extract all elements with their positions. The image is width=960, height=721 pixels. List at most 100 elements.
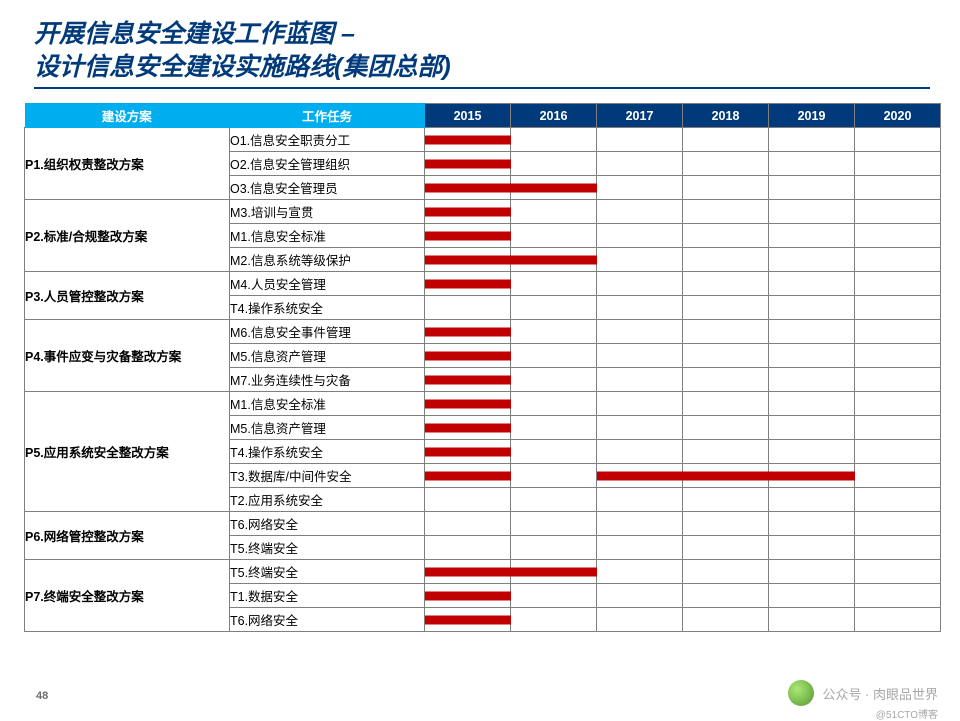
task-cell: M3.培训与宣贯 bbox=[230, 200, 425, 224]
gridline bbox=[854, 440, 855, 463]
gridline bbox=[768, 584, 769, 607]
task-cell: T4.操作系统安全 bbox=[230, 296, 425, 320]
gridline bbox=[682, 392, 683, 415]
gantt-bar bbox=[425, 375, 511, 384]
timeline-cell bbox=[425, 584, 941, 608]
gantt-bar bbox=[425, 351, 511, 360]
task-cell: T3.数据库/中间件安全 bbox=[230, 464, 425, 488]
gridline bbox=[596, 536, 597, 559]
gridline bbox=[768, 608, 769, 631]
task-cell: T5.终端安全 bbox=[230, 560, 425, 584]
task-cell: O3.信息安全管理员 bbox=[230, 176, 425, 200]
gridline bbox=[596, 368, 597, 391]
gridline bbox=[768, 560, 769, 583]
watermark: 公众号 · 肉眼品世界 bbox=[788, 680, 938, 706]
gridline bbox=[596, 416, 597, 439]
gridline bbox=[682, 368, 683, 391]
gridline bbox=[510, 488, 511, 511]
gridline bbox=[682, 536, 683, 559]
gridline bbox=[768, 248, 769, 271]
timeline-cell bbox=[425, 416, 941, 440]
gantt-bar bbox=[425, 159, 511, 168]
gantt-table: 建设方案 工作任务 2015 2016 2017 2018 2019 2020 … bbox=[24, 103, 941, 632]
timeline-cell bbox=[425, 488, 941, 512]
timeline-cell bbox=[425, 128, 941, 152]
timeline-cell bbox=[425, 440, 941, 464]
gridline bbox=[682, 152, 683, 175]
watermark-label: 公众号 · 肉眼品世界 bbox=[822, 684, 938, 703]
timeline-cell bbox=[425, 344, 941, 368]
gridline bbox=[768, 536, 769, 559]
gridline bbox=[854, 560, 855, 583]
task-cell: M7.业务连续性与灾备 bbox=[230, 368, 425, 392]
gantt-bar bbox=[425, 279, 511, 288]
gridline bbox=[768, 128, 769, 151]
task-cell: O2.信息安全管理组织 bbox=[230, 152, 425, 176]
gridline bbox=[682, 440, 683, 463]
header-year-2: 2017 bbox=[597, 104, 683, 128]
task-cell: T5.终端安全 bbox=[230, 536, 425, 560]
title-block: 开展信息安全建设工作蓝图 – 设计信息安全建设实施路线(集团总部) bbox=[0, 0, 960, 103]
timeline-cell bbox=[425, 272, 941, 296]
gridline bbox=[768, 488, 769, 511]
gantt-bar bbox=[425, 471, 511, 480]
table-row: P6.网络管控整改方案T6.网络安全 bbox=[25, 512, 941, 536]
task-cell: T6.网络安全 bbox=[230, 608, 425, 632]
gridline bbox=[596, 224, 597, 247]
gridline bbox=[682, 584, 683, 607]
task-cell: T4.操作系统安全 bbox=[230, 440, 425, 464]
gridline bbox=[682, 200, 683, 223]
gridline bbox=[854, 176, 855, 199]
gridline bbox=[596, 296, 597, 319]
gridline bbox=[854, 608, 855, 631]
gridline bbox=[768, 176, 769, 199]
gridline bbox=[854, 296, 855, 319]
gridline bbox=[854, 248, 855, 271]
header-task: 工作任务 bbox=[230, 104, 425, 128]
gridline bbox=[768, 368, 769, 391]
gridline bbox=[768, 512, 769, 535]
gridline bbox=[768, 320, 769, 343]
gantt-bar bbox=[425, 207, 511, 216]
gridline bbox=[768, 440, 769, 463]
plan-cell: P7.终端安全整改方案 bbox=[25, 560, 230, 632]
gridline bbox=[510, 296, 511, 319]
gantt-bar bbox=[425, 231, 511, 240]
gridline bbox=[854, 200, 855, 223]
table-row: P5.应用系统安全整改方案M1.信息安全标准 bbox=[25, 392, 941, 416]
gantt-bar bbox=[425, 327, 511, 336]
gridline bbox=[768, 344, 769, 367]
plan-cell: P5.应用系统安全整改方案 bbox=[25, 392, 230, 512]
gridline bbox=[854, 536, 855, 559]
gridline bbox=[682, 488, 683, 511]
timeline-cell bbox=[425, 560, 941, 584]
gridline bbox=[596, 320, 597, 343]
timeline-cell bbox=[425, 152, 941, 176]
timeline-cell bbox=[425, 608, 941, 632]
header-year-4: 2019 bbox=[769, 104, 855, 128]
gridline bbox=[596, 392, 597, 415]
gridline bbox=[682, 416, 683, 439]
gridline bbox=[596, 152, 597, 175]
timeline-cell bbox=[425, 248, 941, 272]
gantt-bar bbox=[597, 471, 855, 480]
task-cell: M4.人员安全管理 bbox=[230, 272, 425, 296]
table-row: P2.标准/合规整改方案M3.培训与宣贯 bbox=[25, 200, 941, 224]
plan-cell: P2.标准/合规整改方案 bbox=[25, 200, 230, 272]
gridline bbox=[854, 344, 855, 367]
gridline bbox=[596, 128, 597, 151]
gridline bbox=[682, 272, 683, 295]
task-cell: M5.信息资产管理 bbox=[230, 416, 425, 440]
watermark-sub: @51CTO博客 bbox=[876, 706, 938, 721]
timeline-cell bbox=[425, 536, 941, 560]
task-cell: O1.信息安全职责分工 bbox=[230, 128, 425, 152]
plan-cell: P3.人员管控整改方案 bbox=[25, 272, 230, 320]
title-line-1: 开展信息安全建设工作蓝图 – bbox=[34, 18, 930, 51]
gridline bbox=[510, 536, 511, 559]
plan-cell: P4.事件应变与灾备整改方案 bbox=[25, 320, 230, 392]
gridline bbox=[768, 272, 769, 295]
gridline bbox=[854, 416, 855, 439]
gridline bbox=[682, 320, 683, 343]
timeline-cell bbox=[425, 392, 941, 416]
table-row: P1.组织权责整改方案O1.信息安全职责分工 bbox=[25, 128, 941, 152]
